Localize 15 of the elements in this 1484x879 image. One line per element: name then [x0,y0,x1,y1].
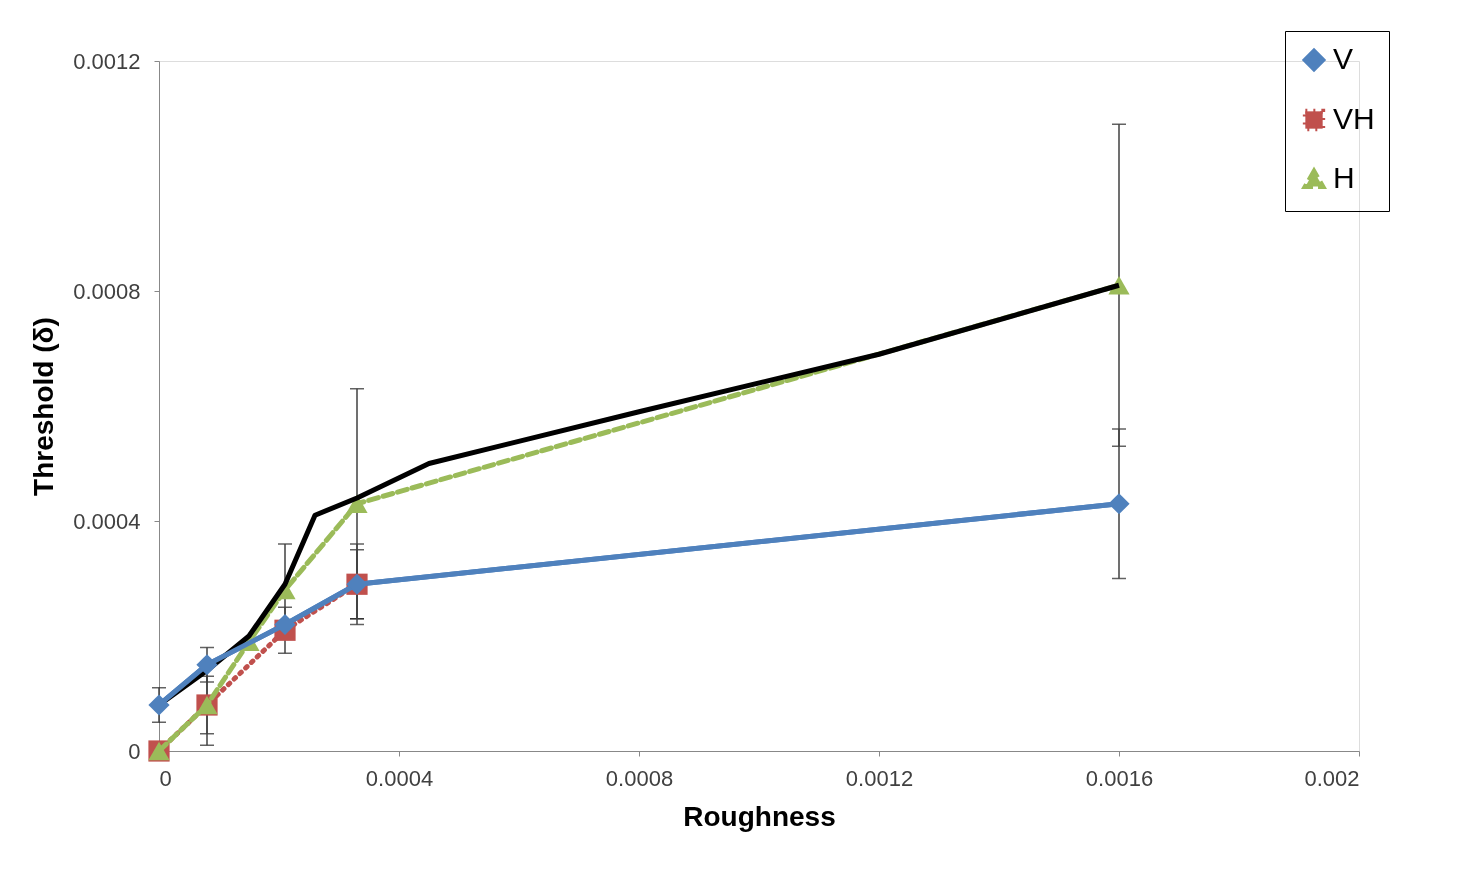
legend-label: VH [1333,102,1375,135]
legend-label: V [1333,42,1354,75]
x-tick-label: 0.0012 [845,765,914,791]
y-tick-label: 0.0012 [73,48,141,74]
y-axis-title: Threshold (δ) [28,317,60,496]
x-tick-label: 0.0004 [365,765,434,791]
y-tick-label: 0 [128,738,141,764]
x-tick-label: 0.0016 [1085,765,1154,791]
y-tick-label: 0.0008 [73,278,141,304]
x-axis-title: Roughness [683,800,836,832]
x-tick-label: 0.0008 [605,765,674,791]
legend-label: H [1333,161,1355,194]
x-tick-label: 0 [159,765,172,791]
y-tick-label: 0.0004 [73,508,141,534]
x-tick-label: 0.002 [1304,765,1360,791]
